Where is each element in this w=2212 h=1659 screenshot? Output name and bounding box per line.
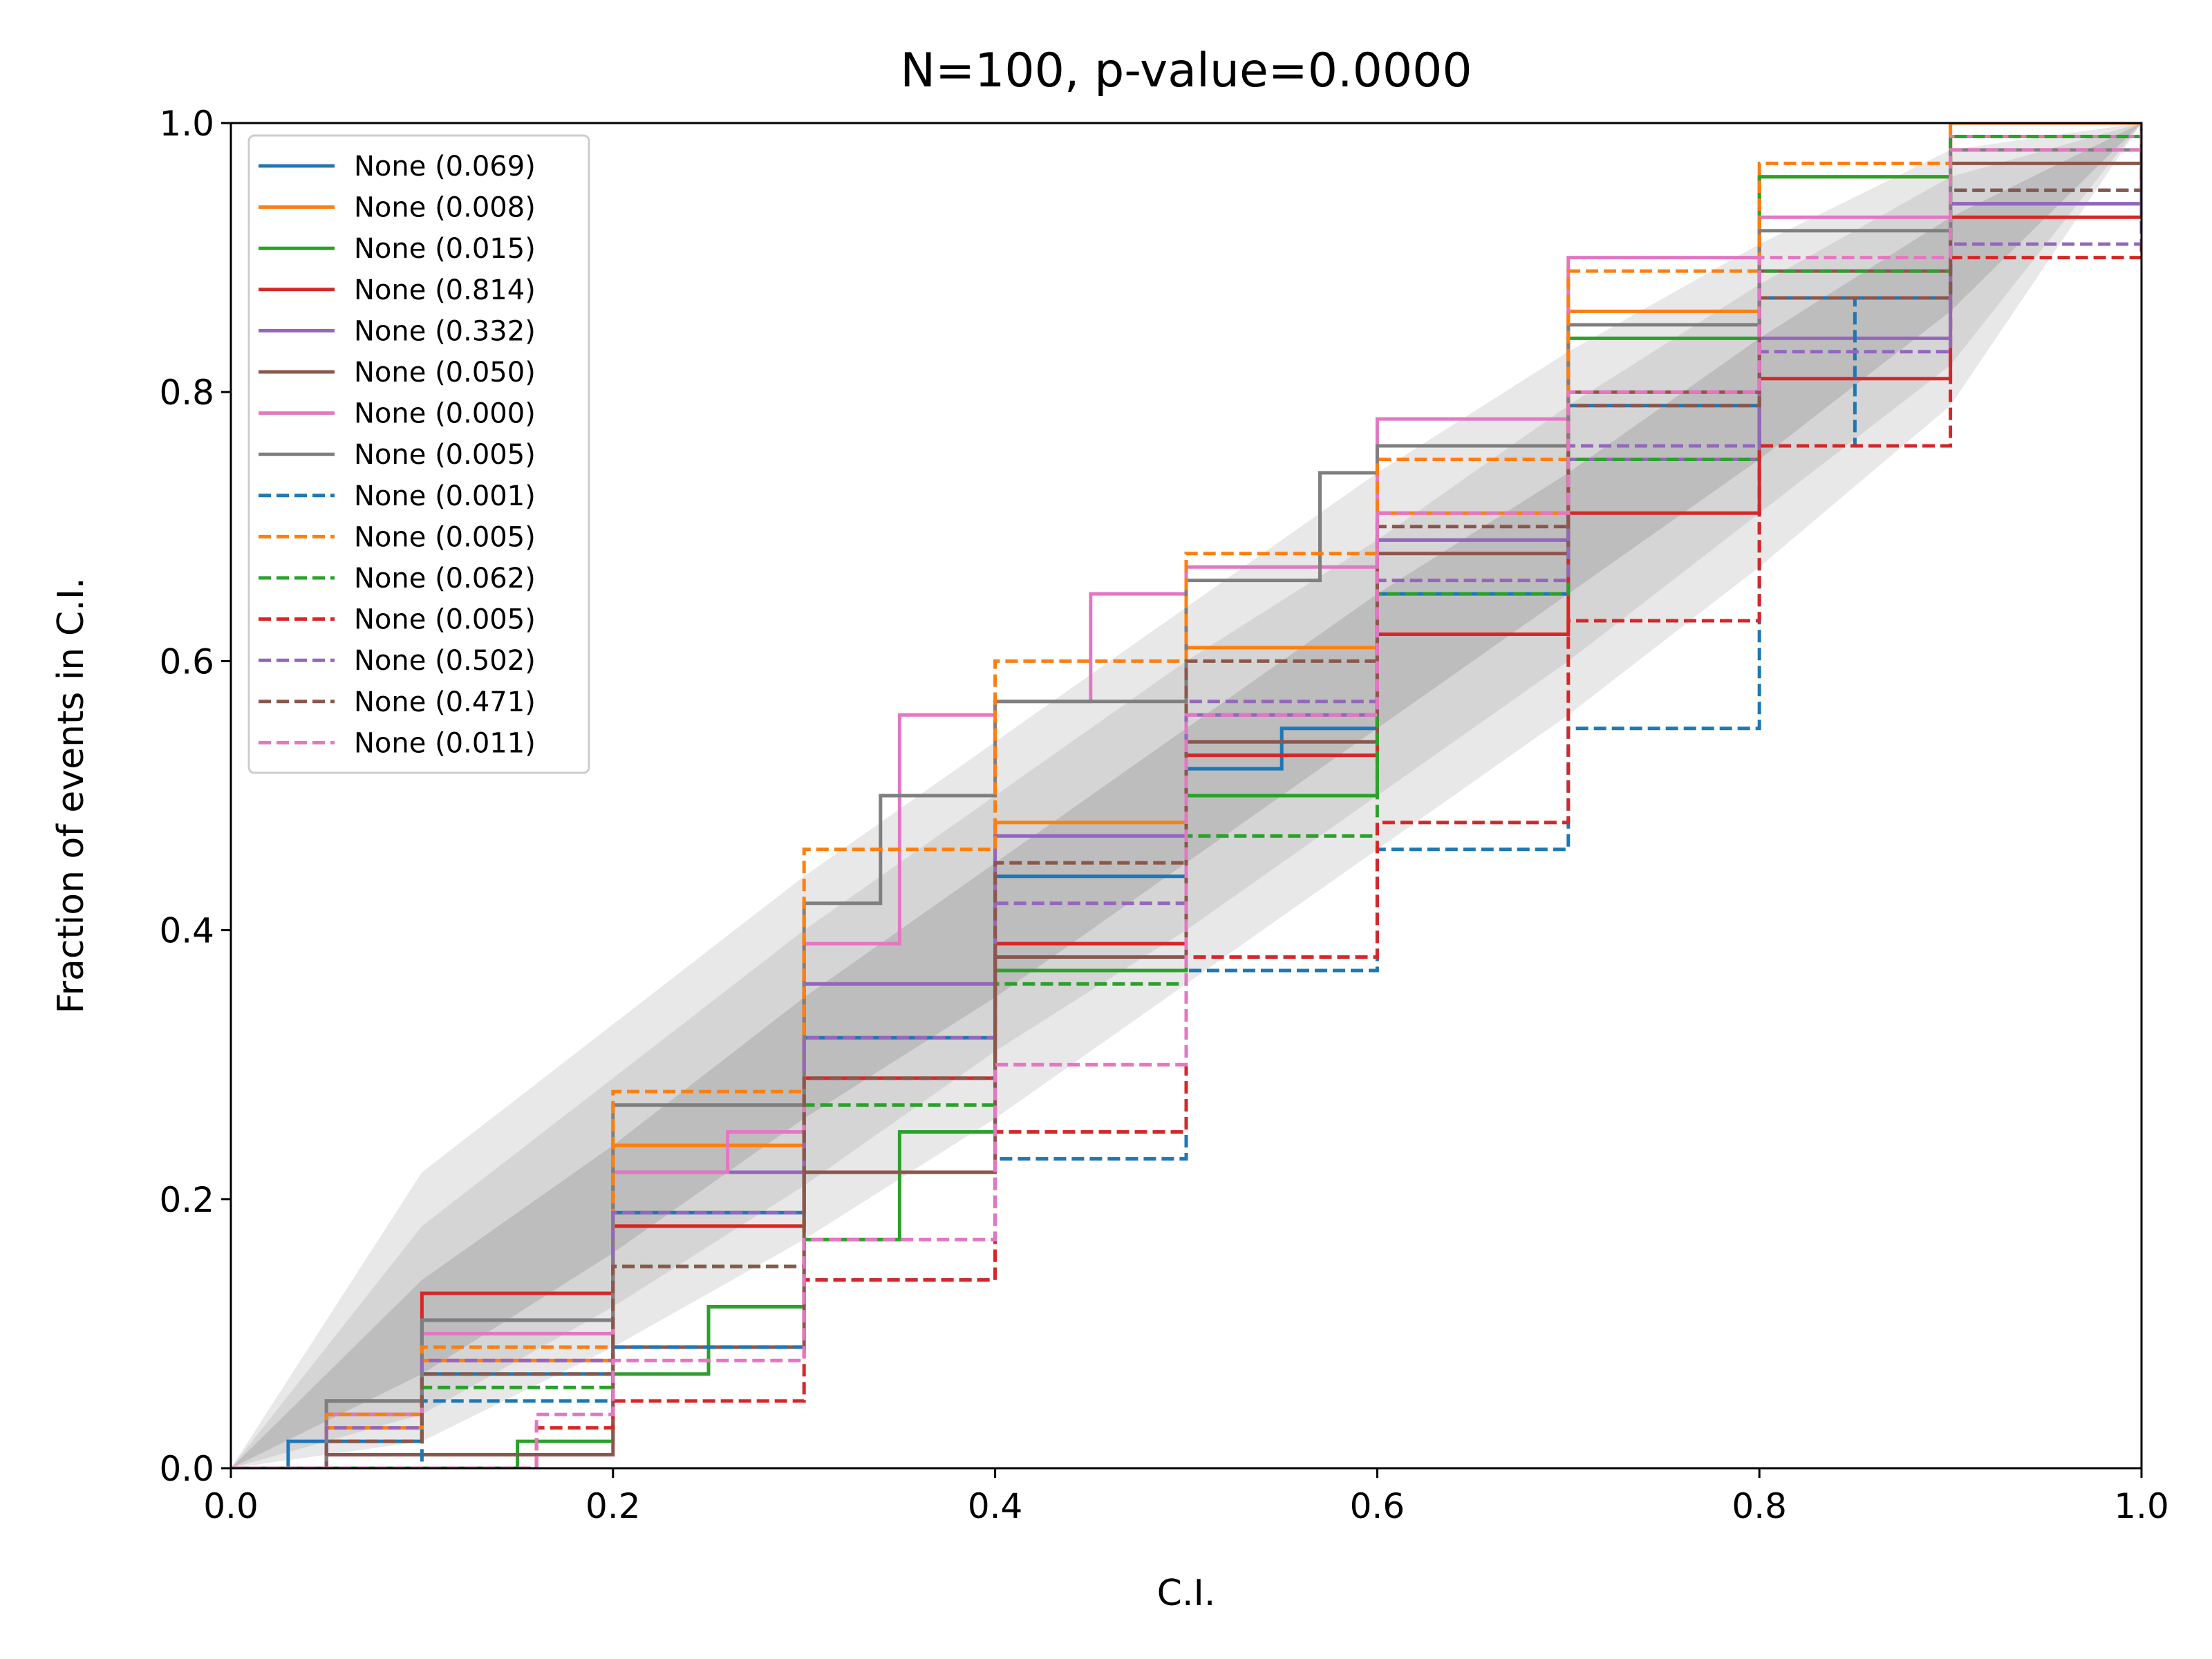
x-tick-label: 0.6	[1350, 1486, 1405, 1526]
legend-label: None (0.011)	[354, 727, 536, 759]
x-axis: 0.0 0.2 0.4 0.6 0.8 1.0	[203, 1468, 2169, 1526]
legend-label: None (0.001)	[354, 480, 536, 512]
legend-label: None (0.050)	[354, 357, 536, 388]
y-tick-label: 0.0	[159, 1449, 214, 1489]
x-tick-label: 1.0	[2114, 1486, 2169, 1526]
x-tick-label: 0.0	[203, 1486, 259, 1526]
plot-area	[229, 122, 2143, 1470]
legend-label: None (0.008)	[354, 192, 536, 224]
x-tick-label: 0.8	[1732, 1486, 1787, 1526]
y-tick-label: 0.8	[159, 373, 214, 413]
x-tick-label: 0.4	[968, 1486, 1023, 1526]
legend-label: None (0.502)	[354, 645, 536, 677]
legend-label: None (0.069)	[354, 151, 536, 182]
legend-label: None (0.814)	[354, 274, 536, 306]
y-tick-label: 0.2	[159, 1180, 214, 1220]
y-axis: 0.0 0.2 0.4 0.6 0.8 1.0	[159, 104, 231, 1489]
legend-label: None (0.062)	[354, 563, 536, 594]
y-tick-label: 0.6	[159, 641, 214, 682]
series-line-15	[231, 123, 2141, 1468]
chart-title: N=100, p-value=0.0000	[900, 44, 1472, 98]
legend: None (0.069) None (0.008) None (0.015) None…	[247, 134, 590, 774]
x-tick-label: 0.2	[585, 1486, 641, 1526]
y-tick-label: 0.4	[159, 911, 214, 951]
series-lines	[231, 123, 2141, 1468]
x-axis-label: C.I.	[1157, 1573, 1216, 1614]
series-line-14	[231, 123, 2141, 1468]
y-tick-label: 1.0	[159, 104, 214, 144]
axes-frame	[229, 122, 2143, 1470]
legend-box	[247, 134, 590, 774]
legend-label: None (0.005)	[354, 604, 536, 636]
series-line-12	[231, 123, 2141, 1468]
legend-label: None (0.471)	[354, 686, 536, 718]
legend-label: None (0.015)	[354, 233, 536, 265]
legend-label: None (0.005)	[354, 521, 536, 553]
legend-label: None (0.000)	[354, 398, 536, 430]
y-axis-label: Fraction of events in C.I.	[50, 577, 92, 1013]
legend-label: None (0.005)	[354, 439, 536, 471]
legend-label: None (0.332)	[354, 315, 536, 347]
